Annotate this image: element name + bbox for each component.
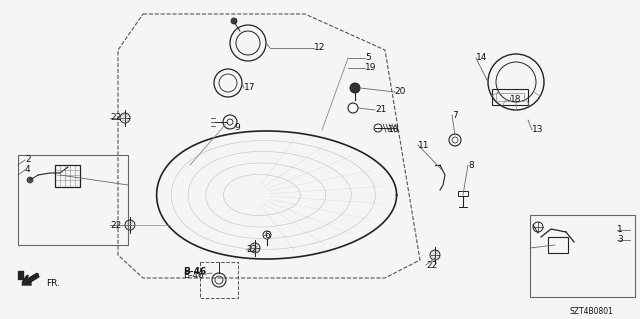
Text: 21: 21 [375, 106, 387, 115]
Text: 20: 20 [394, 87, 405, 97]
Bar [492, 89, 528, 105]
Text: 4: 4 [25, 166, 31, 174]
Text: 12: 12 [314, 43, 325, 53]
Text: 9: 9 [234, 123, 240, 132]
Text: 22: 22 [110, 114, 121, 122]
Text: 22: 22 [426, 261, 437, 270]
Bar [55, 165, 80, 187]
Circle shape [350, 83, 360, 93]
Text: 13: 13 [532, 125, 543, 135]
Text: 17: 17 [244, 84, 255, 93]
Circle shape [231, 18, 237, 24]
Bar [530, 215, 635, 297]
Bar [200, 262, 238, 298]
Text: 10: 10 [388, 125, 399, 135]
Text: FR.: FR. [46, 278, 60, 287]
Text: 22: 22 [110, 220, 121, 229]
FancyArrow shape [22, 273, 39, 285]
Text: 5: 5 [365, 54, 371, 63]
Circle shape [27, 177, 33, 183]
Text: 3: 3 [617, 235, 623, 244]
Text: 8: 8 [468, 160, 474, 169]
Bar [458, 191, 468, 196]
Text: 6: 6 [264, 231, 269, 240]
Text: SZT4B0801: SZT4B0801 [570, 308, 614, 316]
Text: 7: 7 [452, 110, 458, 120]
Text: 22: 22 [246, 246, 257, 255]
Bar [18, 155, 128, 245]
Text: B-46: B-46 [183, 271, 204, 279]
Text: 11: 11 [418, 140, 429, 150]
Text: 2: 2 [25, 155, 31, 165]
Text: B-46: B-46 [183, 268, 206, 277]
Text: 18: 18 [510, 95, 522, 105]
Bar [496, 93, 524, 101]
Text: 1: 1 [617, 226, 623, 234]
Text: 19: 19 [365, 63, 376, 72]
Text: 14: 14 [476, 54, 488, 63]
Bar [548, 237, 568, 253]
